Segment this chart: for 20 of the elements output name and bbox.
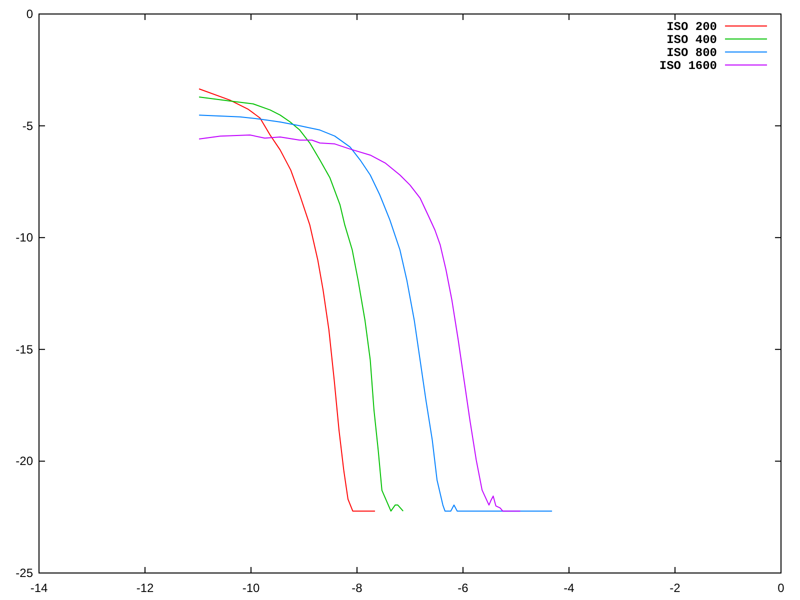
y-tick-label: -20 <box>16 454 34 468</box>
x-tick-label: -2 <box>670 581 681 595</box>
y-tick-label: -25 <box>16 566 34 580</box>
x-tick-label: -4 <box>564 581 575 595</box>
line-series <box>198 88 376 512</box>
legend-label: ISO 200 <box>666 20 717 34</box>
x-tick-label: 0 <box>778 581 785 595</box>
y-tick-label: -15 <box>16 342 34 356</box>
legend-label: ISO 1600 <box>659 59 717 73</box>
legend-label: ISO 800 <box>666 46 717 60</box>
x-tick-label: -8 <box>352 581 363 595</box>
x-tick-label: -6 <box>458 581 469 595</box>
legend-label: ISO 400 <box>666 33 717 47</box>
x-tick-label: -14 <box>30 581 48 595</box>
y-tick-label: 0 <box>26 7 34 21</box>
y-tick-label: -10 <box>16 230 34 245</box>
y-tick-label: -5 <box>22 118 34 133</box>
x-tick-label: -12 <box>136 581 154 595</box>
x-tick-label: -10 <box>242 581 260 595</box>
line-series <box>198 96 404 512</box>
